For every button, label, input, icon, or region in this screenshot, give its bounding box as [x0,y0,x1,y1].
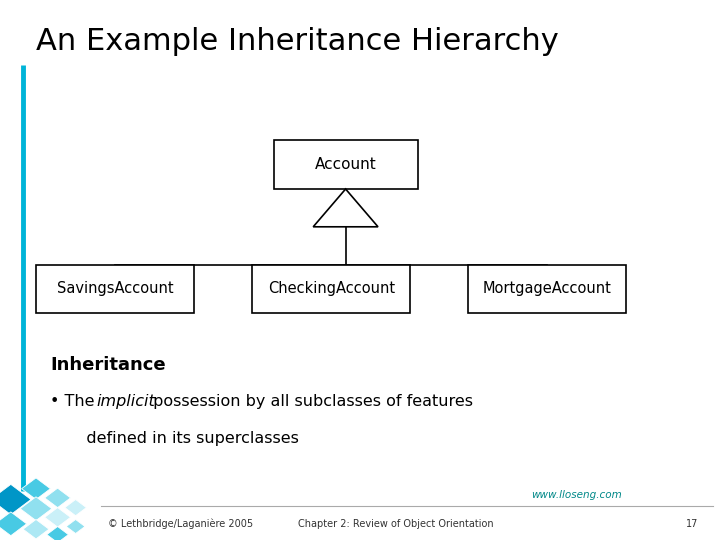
Text: defined in its superclasses: defined in its superclasses [71,431,298,446]
Text: An Example Inheritance Hierarchy: An Example Inheritance Hierarchy [36,27,559,56]
Polygon shape [66,519,85,534]
Polygon shape [20,497,52,521]
Polygon shape [0,484,31,515]
Text: © Lethbridge/Laganière 2005: © Lethbridge/Laganière 2005 [108,518,253,529]
Text: CheckingAccount: CheckingAccount [268,281,395,296]
Text: Inheritance: Inheritance [50,356,166,374]
FancyBboxPatch shape [36,265,194,313]
Polygon shape [23,519,49,539]
Text: implicit: implicit [96,394,156,409]
FancyBboxPatch shape [252,265,410,313]
Text: 17: 17 [686,519,698,529]
Text: • The: • The [50,394,100,409]
Text: possession by all subclasses of features: possession by all subclasses of features [148,394,472,409]
Polygon shape [45,488,71,508]
Text: www.lloseng.com: www.lloseng.com [531,489,621,500]
Polygon shape [47,526,68,540]
Text: SavingsAccount: SavingsAccount [57,281,174,296]
Polygon shape [22,478,50,500]
Polygon shape [0,512,27,536]
Text: Account: Account [315,157,377,172]
Polygon shape [65,500,86,516]
FancyBboxPatch shape [468,265,626,313]
Polygon shape [45,508,71,527]
Text: Chapter 2: Review of Object Orientation: Chapter 2: Review of Object Orientation [298,519,494,529]
Text: MortgageAccount: MortgageAccount [483,281,611,296]
FancyBboxPatch shape [274,140,418,189]
